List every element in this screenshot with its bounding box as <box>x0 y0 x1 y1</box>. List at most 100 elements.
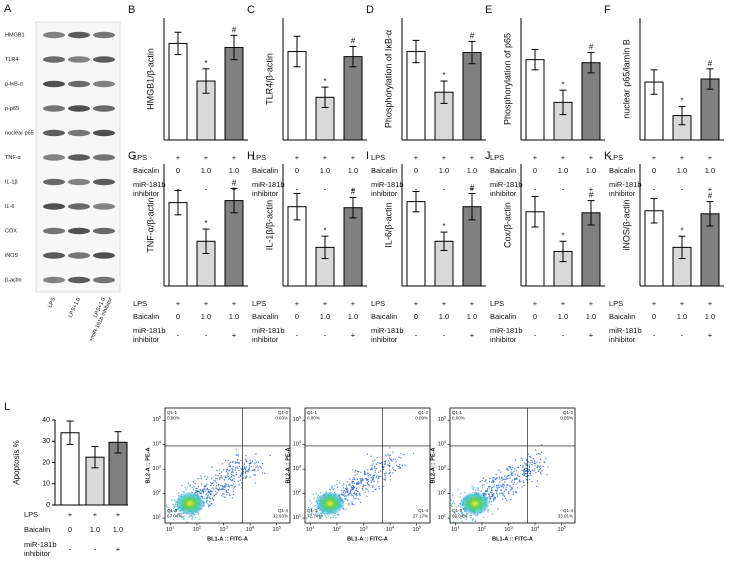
event-dot <box>257 461 260 463</box>
event-dot <box>210 477 213 479</box>
event-dot <box>383 472 386 475</box>
event-dot <box>227 491 229 494</box>
band-label: TNF-α <box>5 155 22 161</box>
event-dot <box>371 476 374 478</box>
event-dot <box>227 485 229 487</box>
event-dot <box>248 468 250 470</box>
event-dot <box>324 514 327 517</box>
blot-band <box>93 80 115 88</box>
event-dot <box>490 503 493 506</box>
event-dot <box>207 494 209 496</box>
condition-cell: + <box>470 153 475 162</box>
event-dot <box>230 476 232 479</box>
condition-cell: + <box>68 510 73 519</box>
event-dot <box>460 511 462 514</box>
significance-mark: * <box>680 97 683 106</box>
event-dot <box>511 488 514 490</box>
event-dot <box>354 478 356 481</box>
x-tick-label: 104 <box>246 525 255 534</box>
event-dot <box>511 479 514 481</box>
condition-cell: 1.0 <box>320 312 330 321</box>
event-dot <box>231 471 233 474</box>
event-dot <box>525 464 527 467</box>
event-dot <box>367 472 369 475</box>
event-dot <box>349 478 351 480</box>
event-dot <box>188 516 191 518</box>
panel-letter: H <box>247 150 255 162</box>
significance-mark: # <box>470 31 475 40</box>
event-dot <box>229 469 231 471</box>
event-dot <box>518 479 521 481</box>
blot-band <box>43 203 65 210</box>
event-dot <box>462 516 465 519</box>
event-dot <box>193 485 195 488</box>
event-dot <box>240 468 243 471</box>
event-dot <box>492 479 494 481</box>
event-dot <box>479 480 481 483</box>
plot-frame <box>304 407 431 524</box>
panel-letter: D <box>366 4 374 16</box>
event-dot <box>321 515 324 517</box>
y-tick-label: 30 <box>42 438 50 445</box>
event-dot <box>539 465 541 467</box>
event-dot <box>325 516 327 518</box>
event-dot <box>525 475 528 477</box>
condition-cell: + <box>561 299 566 308</box>
event-dot <box>244 467 246 470</box>
event-dot <box>227 475 230 478</box>
event-dot <box>206 476 209 478</box>
significance-mark: # <box>232 25 237 34</box>
event-dot <box>512 483 515 485</box>
event-dot <box>245 454 247 457</box>
event-dot <box>331 487 333 489</box>
tick-exponent: 2 <box>444 488 447 493</box>
event-dot <box>523 484 525 487</box>
event-dot <box>511 472 514 474</box>
event-dot <box>214 480 217 482</box>
event-dot <box>364 484 366 487</box>
condition-cell: - <box>205 330 208 339</box>
condition-label: Baicalin <box>490 312 516 321</box>
event-dot <box>223 485 226 487</box>
event-dot <box>249 476 252 478</box>
event-dot <box>398 456 400 458</box>
event-dot <box>525 473 527 475</box>
condition-label: LPS <box>252 153 266 162</box>
event-dot <box>496 486 498 488</box>
tick-base: 10 <box>153 467 159 473</box>
event-dot <box>453 511 456 514</box>
condition-cell: 1.0 <box>467 312 477 321</box>
condition-cell: + <box>442 299 447 308</box>
event-dot <box>470 514 472 517</box>
tick-base: 10 <box>293 491 299 497</box>
event-dot <box>490 487 493 490</box>
event-dot <box>261 472 264 474</box>
event-dot <box>460 513 463 515</box>
event-dot <box>232 490 235 492</box>
condition-label: LPS <box>609 153 623 162</box>
event-dot <box>250 465 253 468</box>
event-dot <box>451 502 454 505</box>
event-dot <box>507 491 510 493</box>
event-dot <box>264 472 266 474</box>
event-dot <box>485 492 487 495</box>
event-dot <box>269 454 272 457</box>
event-dot <box>359 501 362 504</box>
event-dot <box>487 511 489 513</box>
event-dot <box>245 460 248 463</box>
condition-cell: 1.0 <box>113 525 123 534</box>
event-dot <box>223 493 225 495</box>
tick-base: 10 <box>531 527 537 533</box>
event-dot <box>205 501 208 503</box>
condition-label: inhibitor <box>371 189 398 198</box>
tick-exponent: 4 <box>299 439 302 444</box>
event-dot <box>492 513 494 515</box>
event-dot <box>192 481 195 483</box>
y-axis-title: IL-6/β-actin <box>383 202 393 247</box>
event-dot <box>208 490 211 493</box>
event-dot <box>370 480 372 482</box>
event-dot <box>223 479 225 481</box>
event-dot <box>521 469 523 472</box>
event-dot <box>388 460 390 462</box>
condition-label: Baicalin <box>252 312 278 321</box>
